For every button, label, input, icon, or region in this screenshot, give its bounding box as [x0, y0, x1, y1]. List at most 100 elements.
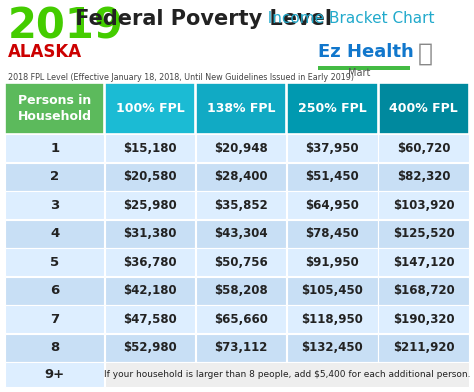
Text: $118,950: $118,950	[301, 313, 363, 326]
Text: $50,756: $50,756	[214, 256, 268, 269]
Text: Federal Poverty Level: Federal Poverty Level	[68, 9, 332, 29]
Bar	[6, 82, 104, 134]
Text: Ez Health: Ez Health	[318, 43, 414, 61]
Text: $28,400: $28,400	[214, 170, 268, 183]
Text: 9+: 9+	[45, 368, 65, 381]
Bar	[105, 362, 469, 387]
Bar	[287, 277, 378, 305]
Text: 5: 5	[50, 256, 59, 269]
Text: $60,720: $60,720	[397, 142, 450, 155]
Bar	[287, 334, 378, 362]
Text: $37,950: $37,950	[306, 142, 359, 155]
Text: ALASKA: ALASKA	[8, 43, 82, 61]
Bar	[196, 82, 286, 134]
Bar	[5, 248, 104, 276]
Text: 100% FPL: 100% FPL	[116, 102, 184, 114]
Text: $211,920: $211,920	[393, 341, 455, 354]
Text: $73,112: $73,112	[215, 341, 268, 354]
Text: $47,580: $47,580	[123, 313, 177, 326]
Text: 400% FPL: 400% FPL	[389, 102, 458, 114]
Text: $78,450: $78,450	[305, 227, 359, 240]
Bar	[5, 305, 104, 333]
Bar	[287, 305, 378, 333]
Bar	[105, 220, 195, 248]
Text: $190,320: $190,320	[393, 313, 455, 326]
Text: $25,980: $25,980	[123, 199, 177, 212]
Text: 138% FPL: 138% FPL	[207, 102, 275, 114]
Bar	[287, 191, 378, 219]
Bar	[105, 334, 195, 362]
Text: 3: 3	[50, 199, 60, 212]
Bar	[105, 305, 195, 333]
Bar	[105, 163, 195, 191]
Text: $15,180: $15,180	[123, 142, 177, 155]
Bar	[105, 134, 195, 162]
Text: $35,852: $35,852	[214, 199, 268, 212]
Text: $103,920: $103,920	[393, 199, 455, 212]
Text: $20,580: $20,580	[123, 170, 177, 183]
Text: $147,120: $147,120	[393, 256, 455, 269]
Text: $31,380: $31,380	[124, 227, 177, 240]
Text: 8: 8	[50, 341, 60, 354]
Text: $36,780: $36,780	[123, 256, 177, 269]
Text: 🛒: 🛒	[418, 42, 433, 66]
Text: $64,950: $64,950	[305, 199, 359, 212]
Bar	[5, 134, 104, 162]
Text: 1: 1	[50, 142, 59, 155]
Bar	[287, 82, 378, 134]
Text: $132,450: $132,450	[301, 341, 363, 354]
Bar	[196, 277, 286, 305]
Text: $65,660: $65,660	[214, 313, 268, 326]
Text: $82,320: $82,320	[397, 170, 450, 183]
Bar	[196, 220, 286, 248]
Text: 6: 6	[50, 284, 60, 297]
Text: Mart: Mart	[348, 68, 370, 78]
Bar	[5, 220, 104, 248]
Bar	[196, 305, 286, 333]
Text: If your household is larger than 8 people, add $5,400 for each additional person: If your household is larger than 8 peopl…	[104, 370, 470, 379]
Text: 250% FPL: 250% FPL	[298, 102, 367, 114]
Bar	[196, 334, 286, 362]
Bar	[378, 134, 469, 162]
Text: $91,950: $91,950	[305, 256, 359, 269]
Bar	[105, 248, 195, 276]
Text: 4: 4	[50, 227, 60, 240]
Bar	[378, 305, 469, 333]
Text: $51,450: $51,450	[305, 170, 359, 183]
Bar	[105, 191, 195, 219]
Bar	[378, 277, 469, 305]
Text: $20,948: $20,948	[214, 142, 268, 155]
Text: 2: 2	[50, 170, 59, 183]
Bar	[287, 163, 378, 191]
Text: 2018 FPL Level (Effective January 18, 2018, Until New Guidelines Issued in Early: 2018 FPL Level (Effective January 18, 20…	[8, 73, 354, 82]
Bar	[378, 191, 469, 219]
Text: $105,450: $105,450	[301, 284, 363, 297]
Bar	[5, 277, 104, 305]
Bar	[287, 220, 378, 248]
Text: $58,208: $58,208	[214, 284, 268, 297]
Bar	[5, 334, 104, 362]
Bar	[196, 134, 286, 162]
Text: Persons in
Household: Persons in Household	[18, 94, 92, 123]
Text: $43,304: $43,304	[214, 227, 268, 240]
Text: $168,720: $168,720	[392, 284, 455, 297]
Bar	[287, 134, 378, 162]
Text: $125,520: $125,520	[392, 227, 455, 240]
Bar	[287, 248, 378, 276]
Bar	[378, 220, 469, 248]
Text: Income Bracket Chart: Income Bracket Chart	[258, 11, 435, 26]
Bar	[378, 163, 469, 191]
Bar	[5, 191, 104, 219]
Bar	[378, 334, 469, 362]
Bar	[378, 248, 469, 276]
Bar	[196, 163, 286, 191]
Bar	[5, 163, 104, 191]
Bar	[379, 82, 468, 134]
Text: 7: 7	[50, 313, 59, 326]
Bar	[5, 362, 104, 387]
Text: $42,180: $42,180	[123, 284, 177, 297]
Bar	[105, 82, 195, 134]
Bar	[105, 277, 195, 305]
Text: 2019: 2019	[8, 5, 124, 47]
Bar	[196, 191, 286, 219]
